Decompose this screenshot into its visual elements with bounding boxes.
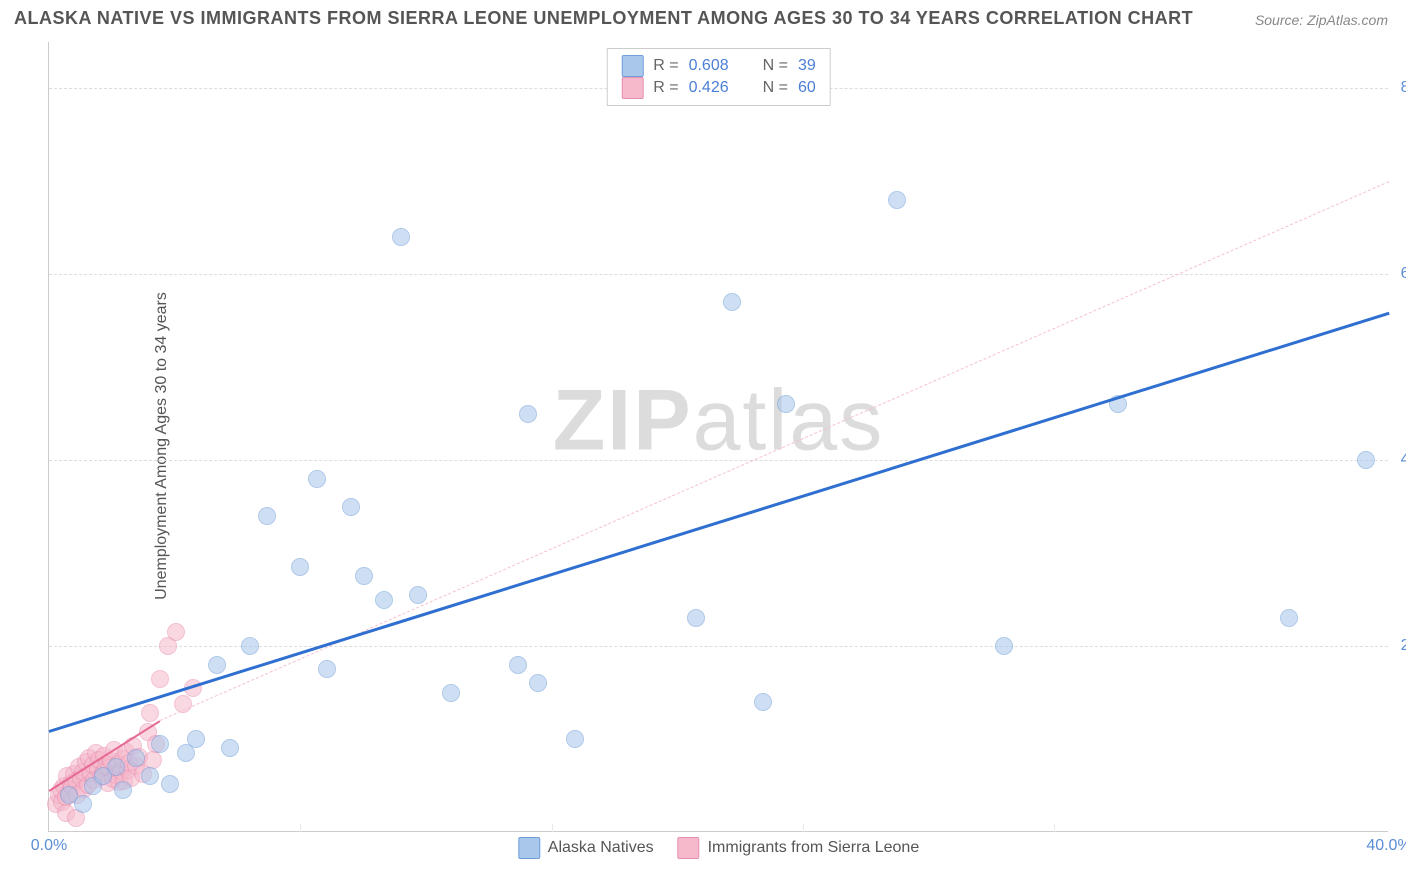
n-label: N = xyxy=(763,79,788,97)
data-point xyxy=(258,507,276,525)
data-point xyxy=(519,405,537,423)
r-value-1: 0.608 xyxy=(689,57,729,75)
data-point xyxy=(151,735,169,753)
data-point xyxy=(995,637,1013,655)
data-point xyxy=(127,749,145,767)
data-point xyxy=(342,498,360,516)
plot-area: ZIPatlas R = 0.608 N = 39 R = 0.426 N = … xyxy=(48,42,1388,832)
gridline-h xyxy=(49,274,1388,275)
n-value-1: 39 xyxy=(798,57,816,75)
legend-swatch-series-1 xyxy=(518,837,540,859)
data-point xyxy=(161,775,179,793)
legend-label-2: Immigrants from Sierra Leone xyxy=(708,839,920,857)
data-point xyxy=(375,591,393,609)
legend-swatch-series-2 xyxy=(678,837,700,859)
data-point xyxy=(74,795,92,813)
tick-v xyxy=(803,824,804,832)
y-tick-label: 40.0% xyxy=(1401,451,1406,469)
legend-row-series-2: R = 0.426 N = 60 xyxy=(621,77,816,99)
tick-v xyxy=(552,824,553,832)
r-label: R = xyxy=(653,79,678,97)
data-point xyxy=(187,730,205,748)
n-value-2: 60 xyxy=(798,79,816,97)
data-point xyxy=(888,191,906,209)
legend-swatch-1 xyxy=(621,55,643,77)
watermark: ZIPatlas xyxy=(553,371,884,470)
data-point xyxy=(355,567,373,585)
data-point xyxy=(754,693,772,711)
data-point xyxy=(409,586,427,604)
data-point xyxy=(141,767,159,785)
data-point xyxy=(442,684,460,702)
data-point xyxy=(529,674,547,692)
data-point xyxy=(509,656,527,674)
data-point xyxy=(221,739,239,757)
legend-item-1: Alaska Natives xyxy=(518,837,654,859)
data-point xyxy=(308,470,326,488)
source-attribution: Source: ZipAtlas.com xyxy=(1255,12,1388,28)
data-point xyxy=(723,293,741,311)
data-point xyxy=(208,656,226,674)
data-point xyxy=(777,395,795,413)
data-point xyxy=(687,609,705,627)
data-point xyxy=(318,660,336,678)
tick-v xyxy=(1054,824,1055,832)
data-point xyxy=(1357,451,1375,469)
r-label: R = xyxy=(653,57,678,75)
x-tick-label: 0.0% xyxy=(31,837,67,855)
data-point xyxy=(392,228,410,246)
chart-title: ALASKA NATIVE VS IMMIGRANTS FROM SIERRA … xyxy=(14,8,1193,29)
y-tick-label: 60.0% xyxy=(1401,265,1406,283)
watermark-light: atlas xyxy=(693,372,885,468)
data-point xyxy=(107,758,125,776)
legend-swatch-2 xyxy=(621,77,643,99)
data-point xyxy=(1280,609,1298,627)
tick-v xyxy=(300,824,301,832)
data-point xyxy=(167,623,185,641)
correlation-legend: R = 0.608 N = 39 R = 0.426 N = 60 xyxy=(606,48,831,106)
data-point xyxy=(566,730,584,748)
r-value-2: 0.426 xyxy=(689,79,729,97)
data-point xyxy=(114,781,132,799)
n-label: N = xyxy=(763,57,788,75)
legend-item-2: Immigrants from Sierra Leone xyxy=(678,837,920,859)
watermark-bold: ZIP xyxy=(553,372,693,468)
y-tick-label: 80.0% xyxy=(1401,79,1406,97)
legend-row-series-1: R = 0.608 N = 39 xyxy=(621,55,816,77)
y-tick-label: 20.0% xyxy=(1401,637,1406,655)
x-tick-label: 40.0% xyxy=(1366,837,1406,855)
data-point xyxy=(241,637,259,655)
series-legend: Alaska Natives Immigrants from Sierra Le… xyxy=(518,837,919,859)
data-point xyxy=(151,670,169,688)
legend-label-1: Alaska Natives xyxy=(548,839,654,857)
data-point xyxy=(141,704,159,722)
data-point xyxy=(291,558,309,576)
